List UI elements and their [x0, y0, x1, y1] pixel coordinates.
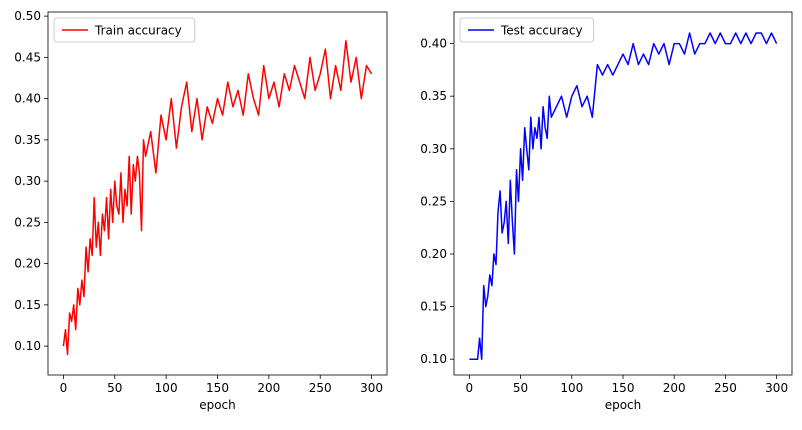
y-tick-label: 0.40	[14, 92, 41, 106]
x-axis-label: epoch	[605, 398, 642, 412]
y-tick-label: 0.20	[14, 257, 41, 271]
y-tick-label: 0.15	[14, 298, 41, 312]
chart-panel-2: 0 50 100 150 200 250 300 0.10 0.15 0.20 0.25 0.30 0.…	[420, 11, 793, 412]
y-tick-label: 0.25	[420, 194, 447, 208]
x-tick-label: 0	[466, 381, 474, 395]
x-tick-label: 250	[714, 381, 737, 395]
y-tick-label: 0.45	[14, 50, 41, 64]
legend-box	[459, 17, 595, 43]
x-tick-label: 50	[513, 381, 528, 395]
y-tick-label: 0.15	[420, 300, 447, 314]
legend: Train accuracy	[53, 17, 196, 43]
legend-box	[53, 17, 196, 43]
y-tick-label: 0.40	[420, 37, 447, 51]
y-tick-label: 0.30	[420, 142, 447, 156]
plot-frame	[453, 11, 793, 376]
y-tick-label: 0.10	[14, 339, 41, 353]
x-tick-label: 150	[206, 381, 229, 395]
x-tick-label: 150	[612, 381, 635, 395]
x-tick-label: 200	[257, 381, 280, 395]
series-line-1-1	[62, 40, 373, 356]
y-tick-label: 0.35	[420, 89, 447, 103]
chart-panel-1: 0 50 100 150 200 250 300 0.10 0.15 0.20 0.25 0.30 0.…	[14, 9, 388, 412]
x-tick-label: 0	[60, 381, 68, 395]
legend-label: Test accuracy	[500, 24, 583, 38]
y-tick-label: 0.20	[420, 247, 447, 261]
legend: Test accuracy	[459, 17, 595, 43]
x-tick-label: 300	[765, 381, 788, 395]
y-tick-label: 0.30	[14, 174, 41, 188]
y-tick-label: 0.25	[14, 215, 41, 229]
x-tick-label: 100	[155, 381, 178, 395]
x-tick-label: 200	[663, 381, 686, 395]
series-line-2-1	[469, 32, 778, 360]
x-tick-label: 300	[360, 381, 383, 395]
y-tick-label: 0.10	[420, 352, 447, 366]
legend-label: Train accuracy	[94, 24, 182, 38]
x-axis-label: epoch	[199, 398, 236, 412]
x-tick-label: 100	[560, 381, 583, 395]
y-tick-label: 0.35	[14, 133, 41, 147]
x-tick-label: 250	[309, 381, 332, 395]
y-tick-label: 0.50	[14, 9, 41, 23]
x-tick-label: 50	[107, 381, 122, 395]
